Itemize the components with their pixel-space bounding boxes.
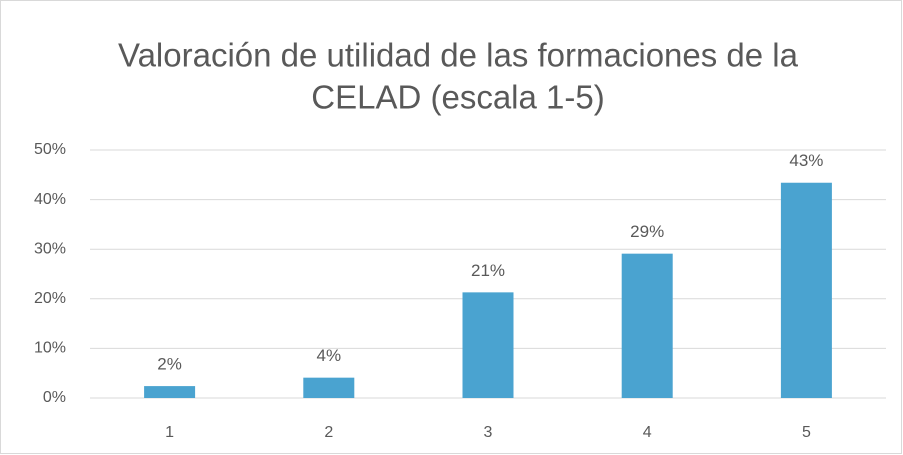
chart-title: CELAD (escala 1-5) bbox=[311, 79, 604, 116]
y-tick-label: 10% bbox=[34, 340, 66, 357]
y-tick-label: 20% bbox=[34, 290, 66, 307]
bar bbox=[144, 386, 196, 398]
x-tick-label: 1 bbox=[165, 424, 174, 441]
data-label: 2% bbox=[157, 355, 182, 374]
data-label: 43% bbox=[789, 151, 823, 170]
bar bbox=[462, 292, 514, 398]
x-tick-label: 4 bbox=[643, 424, 652, 441]
bar bbox=[780, 182, 832, 398]
data-label: 21% bbox=[471, 261, 505, 280]
y-tick-label: 40% bbox=[34, 191, 66, 208]
data-label: 4% bbox=[317, 346, 342, 365]
x-tick-label: 3 bbox=[484, 424, 493, 441]
bar bbox=[303, 377, 355, 398]
chart-title: Valoración de utilidad de las formacione… bbox=[118, 37, 799, 74]
x-tick-label: 5 bbox=[802, 424, 811, 441]
bar bbox=[621, 253, 673, 398]
y-tick-label: 30% bbox=[34, 240, 66, 257]
x-tick-label: 2 bbox=[324, 424, 333, 441]
y-tick-label: 0% bbox=[43, 389, 66, 406]
data-label: 29% bbox=[630, 222, 664, 241]
y-tick-label: 50% bbox=[34, 141, 66, 158]
